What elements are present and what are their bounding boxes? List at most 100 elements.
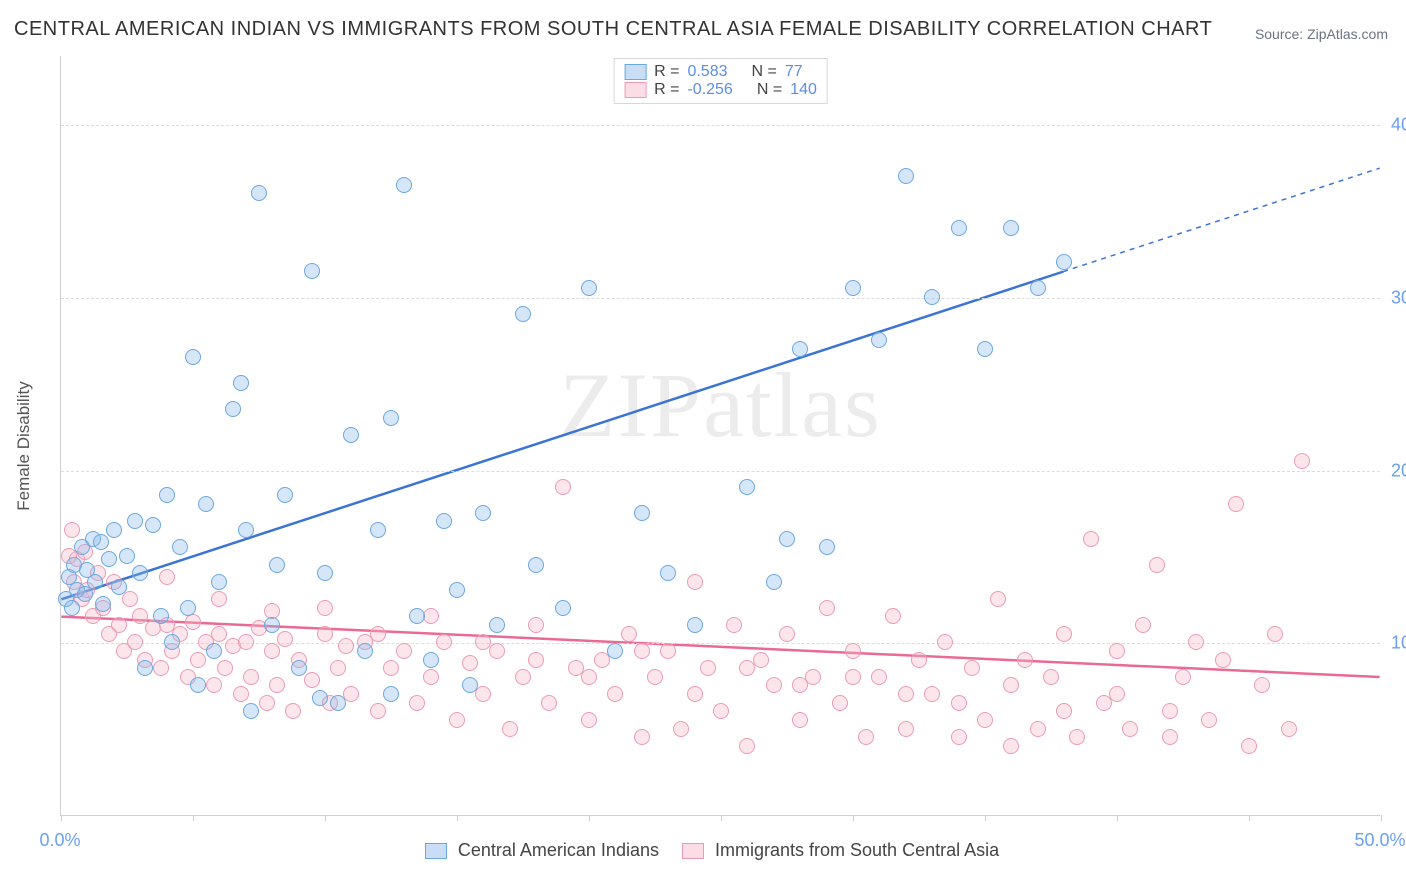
scatter-point-blue: [317, 565, 333, 581]
scatter-point-pink: [330, 660, 346, 676]
scatter-point-blue: [792, 341, 808, 357]
scatter-point-blue: [898, 168, 914, 184]
scatter-point-blue: [819, 539, 835, 555]
y-tick-label: 20.0%: [1386, 460, 1406, 481]
scatter-point-blue: [845, 280, 861, 296]
scatter-point-blue: [101, 551, 117, 567]
scatter-point-blue: [304, 263, 320, 279]
scatter-point-pink: [937, 634, 953, 650]
scatter-point-pink: [211, 626, 227, 642]
scatter-point-pink: [1109, 686, 1125, 702]
scatter-point-pink: [555, 479, 571, 495]
scatter-point-blue: [370, 522, 386, 538]
scatter-point-blue: [238, 522, 254, 538]
scatter-point-pink: [1083, 531, 1099, 547]
scatter-point-pink: [1241, 738, 1257, 754]
scatter-point-blue: [449, 582, 465, 598]
scatter-point-pink: [1162, 703, 1178, 719]
scatter-point-pink: [1294, 453, 1310, 469]
legend-r-value-1: 0.583: [687, 63, 727, 81]
scatter-point-blue: [119, 548, 135, 564]
scatter-point-pink: [687, 686, 703, 702]
scatter-point-pink: [317, 626, 333, 642]
y-axis-label: Female Disability: [14, 381, 34, 510]
scatter-point-blue: [766, 574, 782, 590]
scatter-point-blue: [172, 539, 188, 555]
scatter-point-blue: [383, 686, 399, 702]
legend-r-label-1: R =: [654, 63, 679, 81]
scatter-point-pink: [436, 634, 452, 650]
scatter-point-pink: [792, 677, 808, 693]
scatter-point-pink: [871, 669, 887, 685]
scatter-point-blue: [243, 703, 259, 719]
scatter-point-pink: [475, 634, 491, 650]
scatter-point-blue: [264, 617, 280, 633]
scatter-point-blue: [137, 660, 153, 676]
scatter-point-blue: [343, 427, 359, 443]
scatter-point-blue: [555, 600, 571, 616]
scatter-point-pink: [858, 729, 874, 745]
x-tick: [853, 815, 854, 821]
scatter-point-blue: [1056, 254, 1072, 270]
scatter-point-pink: [1135, 617, 1151, 633]
gridline: [61, 298, 1380, 299]
scatter-point-blue: [779, 531, 795, 547]
legend-correlation-box: R = 0.583 N = 77 R = -0.256 N = 140: [613, 58, 828, 104]
scatter-point-blue: [423, 652, 439, 668]
trend-line-blue-dashed: [1063, 168, 1379, 272]
legend-swatch-blue-icon: [624, 64, 646, 80]
x-tick: [1249, 815, 1250, 821]
scatter-point-pink: [396, 643, 412, 659]
scatter-point-blue: [180, 600, 196, 616]
scatter-point-pink: [607, 686, 623, 702]
scatter-point-pink: [127, 634, 143, 650]
scatter-point-pink: [1188, 634, 1204, 650]
legend-n-value-2: 140: [790, 81, 817, 99]
scatter-point-pink: [634, 643, 650, 659]
x-tick: [721, 815, 722, 821]
x-tick: [325, 815, 326, 821]
x-tick-label: 50.0%: [1354, 830, 1405, 851]
scatter-point-pink: [1228, 496, 1244, 512]
scatter-point-blue: [396, 177, 412, 193]
scatter-point-pink: [238, 634, 254, 650]
scatter-point-pink: [449, 712, 465, 728]
scatter-point-blue: [581, 280, 597, 296]
scatter-point-pink: [581, 669, 597, 685]
scatter-point-pink: [924, 686, 940, 702]
scatter-point-blue: [687, 617, 703, 633]
scatter-point-pink: [190, 652, 206, 668]
legend-r-value-2: -0.256: [687, 81, 732, 99]
scatter-point-blue: [269, 557, 285, 573]
scatter-point-pink: [779, 626, 795, 642]
source-name: ZipAtlas.com: [1307, 26, 1388, 42]
scatter-point-pink: [409, 695, 425, 711]
scatter-point-pink: [338, 638, 354, 654]
scatter-point-pink: [515, 669, 531, 685]
scatter-point-pink: [951, 729, 967, 745]
scatter-point-pink: [1254, 677, 1270, 693]
scatter-point-pink: [911, 652, 927, 668]
scatter-point-blue: [159, 487, 175, 503]
scatter-point-blue: [330, 695, 346, 711]
scatter-point-blue: [106, 522, 122, 538]
x-tick: [985, 815, 986, 821]
scatter-point-pink: [687, 574, 703, 590]
scatter-point-pink: [977, 712, 993, 728]
scatter-point-pink: [726, 617, 742, 633]
scatter-point-pink: [739, 660, 755, 676]
scatter-point-blue: [312, 690, 328, 706]
scatter-point-pink: [621, 626, 637, 642]
y-tick-label: 40.0%: [1386, 115, 1406, 136]
scatter-point-blue: [111, 579, 127, 595]
scatter-point-blue: [206, 643, 222, 659]
scatter-point-pink: [153, 660, 169, 676]
scatter-point-pink: [1003, 738, 1019, 754]
scatter-point-pink: [1149, 557, 1165, 573]
scatter-point-pink: [647, 669, 663, 685]
scatter-point-pink: [1003, 677, 1019, 693]
scatter-point-pink: [111, 617, 127, 633]
x-tick: [457, 815, 458, 821]
scatter-point-pink: [845, 669, 861, 685]
scatter-point-blue: [127, 513, 143, 529]
